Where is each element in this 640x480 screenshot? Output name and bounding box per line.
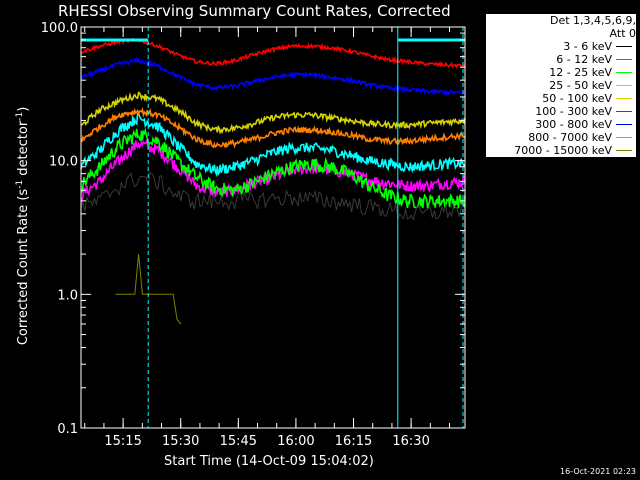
legend-label: 6 - 12 keV (556, 53, 612, 66)
legend-label: 12 - 25 keV (549, 66, 612, 79)
x-tick-label: 15:15 (104, 434, 141, 449)
legend-entry: 100 - 300 keV (486, 105, 636, 118)
series-line-7 (80, 107, 466, 149)
legend-swatch (616, 111, 632, 112)
x-tick-label: 15:45 (220, 434, 257, 449)
legend-header-line2: Att 0 (609, 27, 636, 40)
plot-frame (80, 26, 466, 429)
legend-label: 100 - 300 keV (535, 105, 612, 118)
legend-swatch (616, 150, 632, 151)
series-line-1 (80, 138, 466, 202)
legend-swatch (616, 59, 632, 60)
x-axis-label: Start Time (14-Oct-09 15:04:02) (164, 454, 374, 469)
legend-entry: 3 - 6 keV (486, 40, 636, 53)
series-line-4 (81, 91, 466, 135)
legend-entry: 50 - 100 keV (486, 92, 636, 105)
y-tick-label: 1.0 (57, 288, 78, 303)
legend-swatch (616, 137, 632, 138)
legend: Det 1,3,4,5,6,9, Att 0 3 - 6 keV 6 - 12 … (486, 14, 636, 157)
x-tick-label: 16:15 (335, 434, 372, 449)
y-tick-label: 10.0 (49, 155, 78, 170)
y-tick-label: 0.1 (57, 422, 78, 437)
legend-entry: 12 - 25 keV (486, 66, 636, 79)
legend-label: 25 - 50 keV (549, 79, 612, 92)
legend-swatch (616, 46, 632, 47)
series-line-8 (115, 254, 182, 325)
legend-label: 3 - 6 keV (563, 40, 612, 53)
legend-label: 300 - 800 keV (535, 118, 612, 131)
y-tick-label: 100.0 (41, 21, 78, 36)
legend-swatch (616, 72, 632, 73)
x-tick-label: 16:30 (392, 434, 429, 449)
legend-swatch (616, 85, 632, 86)
y-axis-label: Corrected Count Rate (s-1 detector-1) (14, 106, 32, 346)
legend-entry: 6 - 12 keV (486, 53, 636, 66)
legend-entry: 300 - 800 keV (486, 118, 636, 131)
series-line-3 (80, 112, 466, 178)
chart-title: RHESSI Observing Summary Count Rates, Co… (58, 2, 451, 20)
series-line-0-outline (80, 171, 466, 221)
legend-header-line1: Det 1,3,4,5,6,9, (549, 14, 636, 27)
x-tick-label: 16:00 (277, 434, 314, 449)
legend-entry: 25 - 50 keV (486, 79, 636, 92)
legend-label: 800 - 7000 keV (528, 131, 612, 144)
legend-entry: 7000 - 15000 keV (486, 144, 636, 157)
legend-label: 7000 - 15000 keV (514, 144, 612, 157)
timestamp: 16-Oct-2021 02:23 (560, 467, 636, 476)
series-line-2 (80, 127, 466, 209)
series-line-5 (80, 37, 466, 70)
legend-swatch (616, 124, 632, 125)
x-tick-label: 15:30 (162, 434, 199, 449)
series-line-6 (80, 56, 466, 97)
legend-swatch (616, 98, 632, 99)
legend-label: 50 - 100 keV (542, 92, 612, 105)
legend-entry: 800 - 7000 keV (486, 131, 636, 144)
